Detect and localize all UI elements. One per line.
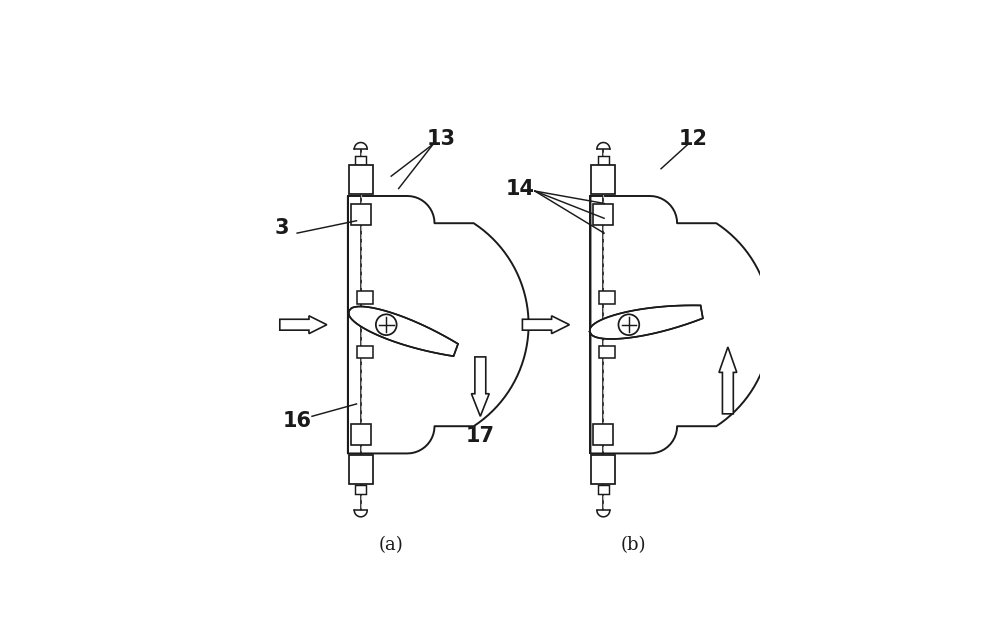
FancyBboxPatch shape — [593, 204, 613, 225]
Polygon shape — [597, 511, 610, 517]
Text: 16: 16 — [283, 412, 312, 431]
Text: 13: 13 — [426, 129, 455, 149]
FancyBboxPatch shape — [593, 424, 613, 445]
FancyBboxPatch shape — [351, 424, 371, 445]
Polygon shape — [719, 347, 737, 414]
FancyBboxPatch shape — [355, 485, 366, 494]
Polygon shape — [354, 511, 367, 517]
Polygon shape — [522, 316, 569, 334]
Text: 14: 14 — [505, 179, 534, 199]
FancyBboxPatch shape — [351, 204, 371, 225]
Polygon shape — [354, 143, 367, 149]
Polygon shape — [597, 143, 610, 149]
Text: (b): (b) — [621, 536, 647, 554]
FancyBboxPatch shape — [598, 156, 609, 165]
Text: 12: 12 — [679, 129, 708, 149]
Text: 17: 17 — [466, 426, 495, 446]
Polygon shape — [590, 305, 703, 339]
FancyBboxPatch shape — [598, 485, 609, 494]
Polygon shape — [590, 196, 771, 453]
Polygon shape — [280, 316, 327, 334]
Polygon shape — [471, 357, 489, 416]
FancyBboxPatch shape — [591, 455, 615, 484]
Circle shape — [376, 314, 397, 335]
FancyBboxPatch shape — [599, 345, 615, 358]
FancyBboxPatch shape — [355, 156, 366, 165]
Text: 3: 3 — [275, 218, 290, 238]
FancyBboxPatch shape — [599, 291, 615, 304]
FancyBboxPatch shape — [591, 165, 615, 194]
FancyBboxPatch shape — [357, 345, 373, 358]
FancyBboxPatch shape — [349, 455, 373, 484]
Polygon shape — [349, 307, 458, 356]
Text: (a): (a) — [379, 536, 404, 554]
FancyBboxPatch shape — [357, 291, 373, 304]
Circle shape — [618, 314, 639, 335]
FancyBboxPatch shape — [349, 165, 373, 194]
Polygon shape — [348, 196, 529, 453]
